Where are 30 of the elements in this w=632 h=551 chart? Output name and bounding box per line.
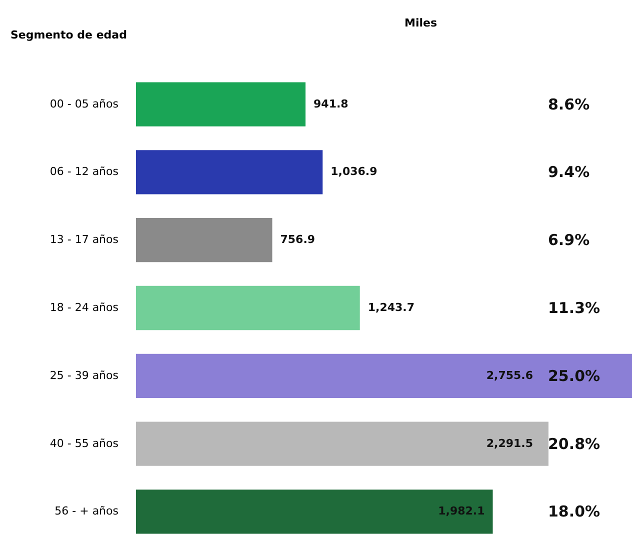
annotation: 6.9% <box>548 231 590 250</box>
annotation: 9.4% <box>548 163 590 182</box>
bar <box>136 150 323 194</box>
bar <box>136 286 360 330</box>
annotation: 8.6% <box>548 95 590 114</box>
x-axis-title: Miles <box>404 16 438 30</box>
data-label: 1,036.9 <box>330 165 378 178</box>
y-tick-label: 13 - 17 años <box>50 233 119 246</box>
y-tick-label: 00 - 05 años <box>50 97 119 110</box>
data-label: 1,243.7 <box>368 301 415 314</box>
y-tick-label: 25 - 39 años <box>50 368 119 382</box>
data-label: 2,291.5 <box>486 436 533 450</box>
annotation: 25.0% <box>548 366 600 385</box>
y-tick-label: 56 - + años <box>54 504 119 518</box>
bar <box>136 82 306 126</box>
y-axis-title: Segmento de edad <box>10 28 127 42</box>
data-label: 1,982.1 <box>438 504 485 518</box>
annotation: 11.3% <box>548 299 600 317</box>
bar <box>136 490 493 534</box>
y-tick-label: 18 - 24 años <box>50 301 119 314</box>
data-label: 2,755.6 <box>486 368 534 382</box>
bar <box>136 422 548 466</box>
bar <box>136 354 632 398</box>
annotation: 18.0% <box>548 502 600 521</box>
y-tick-label: 40 - 55 años <box>50 436 119 450</box>
bar <box>136 218 272 262</box>
annotation: 20.8% <box>548 434 600 453</box>
y-tick-label: 06 - 12 años <box>50 165 119 178</box>
data-label: 941.8 <box>314 97 348 110</box>
data-label: 756.9 <box>280 233 316 246</box>
